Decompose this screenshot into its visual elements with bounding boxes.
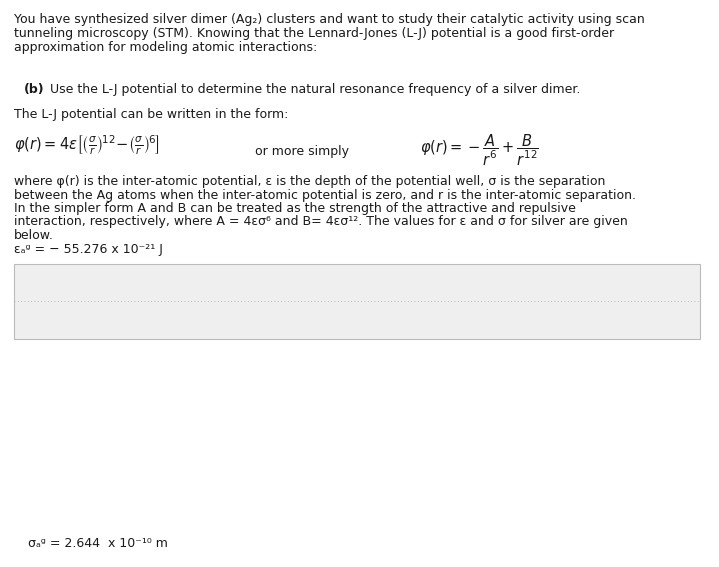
- Text: approximation for modeling atomic interactions:: approximation for modeling atomic intera…: [14, 41, 317, 54]
- Text: $\varphi(r) = -\dfrac{A}{r^{6}} + \dfrac{B}{r^{12}}$: $\varphi(r) = -\dfrac{A}{r^{6}} + \dfrac…: [420, 133, 539, 168]
- FancyBboxPatch shape: [14, 264, 700, 338]
- Text: εₐᵍ = − 55.276 x 10⁻²¹ J: εₐᵍ = − 55.276 x 10⁻²¹ J: [14, 243, 163, 256]
- Text: (b): (b): [24, 83, 45, 96]
- Text: Use the L-J potential to determine the natural resonance frequency of a silver d: Use the L-J potential to determine the n…: [42, 83, 580, 96]
- Text: interaction, respectively, where A = 4εσ⁶ and B= 4εσ¹². The values for ε and σ f: interaction, respectively, where A = 4εσ…: [14, 215, 628, 229]
- Text: below.: below.: [14, 229, 54, 242]
- Text: $\varphi(r) = 4\varepsilon\left[\left(\frac{\sigma}{r}\right)^{\!12}\!-\!\left(\: $\varphi(r) = 4\varepsilon\left[\left(\f…: [14, 133, 160, 156]
- Text: between the Ag atoms when the inter-atomic potential is zero, and r is the inter: between the Ag atoms when the inter-atom…: [14, 188, 636, 201]
- Text: In the simpler form A and B can be treated as the strength of the attractive and: In the simpler form A and B can be treat…: [14, 202, 576, 215]
- Text: σₐᵍ = 2.644  x 10⁻¹⁰ m: σₐᵍ = 2.644 x 10⁻¹⁰ m: [28, 537, 168, 550]
- Text: where φ(r) is the inter-atomic potential, ε is the depth of the potential well, : where φ(r) is the inter-atomic potential…: [14, 175, 605, 188]
- Text: The L-J potential can be written in the form:: The L-J potential can be written in the …: [14, 108, 288, 121]
- Text: or more simply: or more simply: [255, 145, 349, 158]
- Text: You have synthesized silver dimer (Ag₂) clusters and want to study their catalyt: You have synthesized silver dimer (Ag₂) …: [14, 13, 645, 26]
- Text: tunneling microscopy (STM). Knowing that the Lennard-Jones (L-J) potential is a : tunneling microscopy (STM). Knowing that…: [14, 27, 614, 40]
